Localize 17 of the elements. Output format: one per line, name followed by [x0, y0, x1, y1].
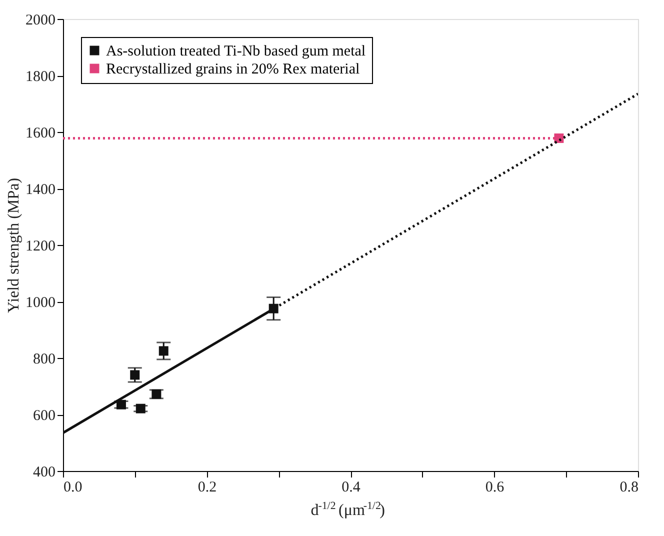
y-tick-label: 1400: [26, 182, 56, 198]
x-tick-label: 0.8: [620, 480, 638, 496]
y-tick-label: 800: [33, 352, 56, 368]
y-tick-label: 400: [33, 464, 56, 480]
y-tick-label: 600: [33, 408, 56, 424]
legend-label: Recrystallized grains in 20% Rex material: [106, 62, 360, 78]
y-tick-label: 1800: [26, 69, 56, 85]
y-axis-title: Yield strength (MPa): [6, 178, 22, 314]
y-tick-label: 1600: [26, 126, 56, 142]
legend-label: As-solution treated Ti-Nb based gum metal: [106, 44, 366, 60]
x-tick-label: 0.4: [342, 480, 361, 496]
x-tick-label: 0.6: [485, 480, 505, 496]
y-tick-label: 1200: [26, 238, 56, 254]
y-tick-label: 2000: [26, 12, 56, 28]
y-tick-label: 1000: [26, 295, 56, 311]
x-tick-label: 0.2: [198, 480, 217, 496]
x-tick-label: 0.0: [64, 480, 82, 496]
